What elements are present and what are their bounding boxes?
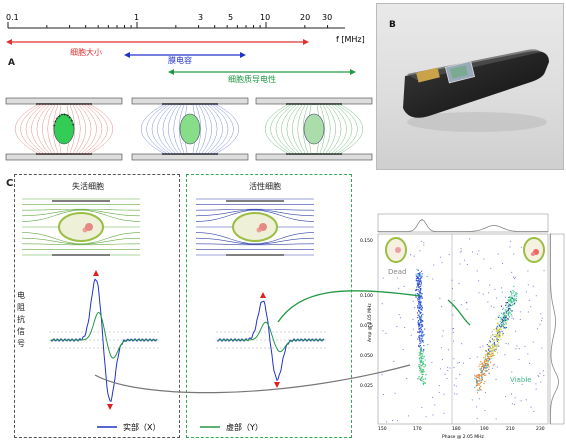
svg-text:+: + [55, 116, 58, 121]
x-tick-1: 170 [413, 426, 422, 432]
svg-text:+: + [71, 122, 74, 127]
y-tick-1: 0.075 [360, 323, 373, 329]
svg-text:+: + [53, 119, 56, 124]
svg-text:+: + [68, 115, 71, 120]
dead-cell-box [14, 174, 180, 438]
tick-label-10: 10 [260, 13, 270, 22]
legend-real-label: 实部（X） [123, 422, 160, 432]
dead-cell-icon [385, 237, 407, 263]
panel-label-c: C [6, 178, 14, 189]
tick-label-0.1: 0.1 [6, 13, 19, 22]
x-tick-4: 210 [506, 426, 515, 432]
svg-text:+: + [52, 123, 55, 128]
x-tick-3: 190 [480, 426, 489, 432]
legend-imag-label: 虚部（Y） [226, 422, 263, 432]
cyto-arrow [168, 69, 356, 75]
y-tick-top: 0.150 [360, 238, 373, 244]
legend: 实部（X） 虚部（Y） [97, 422, 263, 432]
chip-photo [376, 3, 564, 170]
y-tick-3: 0.025 [360, 383, 373, 389]
viable-cell-icon [523, 237, 545, 263]
cytoplasm-conductivity-label: 细胞质导电性 [228, 75, 276, 84]
tick-label-30: 30 [322, 13, 332, 22]
y-tick-0: 0.100 [360, 293, 373, 299]
svg-text:+: + [70, 118, 73, 123]
svg-text:+: + [66, 113, 69, 118]
cell-size-label: 细胞大小 [70, 47, 102, 57]
tick-label-5: 5 [228, 13, 233, 22]
dead-label: Dead [388, 268, 406, 276]
frequency-unit: f [MHz] [336, 35, 365, 44]
x-axis-label: Phase @ 2.05 MHz [442, 434, 485, 440]
y-axis-label: Amp @ 2.05 MHz [367, 303, 373, 342]
viable-label: Viable [510, 376, 532, 384]
x-tick-5: 230 [536, 426, 545, 432]
tick-label-20: 20 [300, 13, 310, 22]
membrane-capacitance-label: 膜电容 [168, 56, 192, 65]
frequency-scale: 0.1 1 3 5 10 20 30 f [MHz] 细胞大小 [6, 13, 365, 58]
field-diagrams: ++++ + + + +++ [5, 97, 373, 161]
svg-text:+: + [63, 112, 66, 117]
x-tick-2: 180 [452, 426, 461, 432]
impedance-signals [49, 270, 326, 410]
panel-label-a: A [8, 58, 15, 68]
dead-cell-title: 失活细胞 [72, 182, 104, 191]
tick-label-1: 1 [134, 13, 139, 22]
svg-text:+: + [58, 114, 61, 119]
svg-text:+: + [60, 112, 63, 117]
live-cell-title: 活性细胞 [249, 182, 281, 191]
scatter-plot: 0.150 0.100 0.075 0.050 0.025 150 170 18… [360, 213, 565, 440]
impedance-signal-label: 电阻抗信号 [17, 291, 25, 348]
y-tick-2: 0.050 [360, 353, 373, 359]
x-tick-0: 150 [378, 426, 387, 432]
panel-label-b: B [389, 20, 396, 30]
cell-field-lines [21, 198, 315, 256]
tick-label-3: 3 [198, 13, 203, 22]
